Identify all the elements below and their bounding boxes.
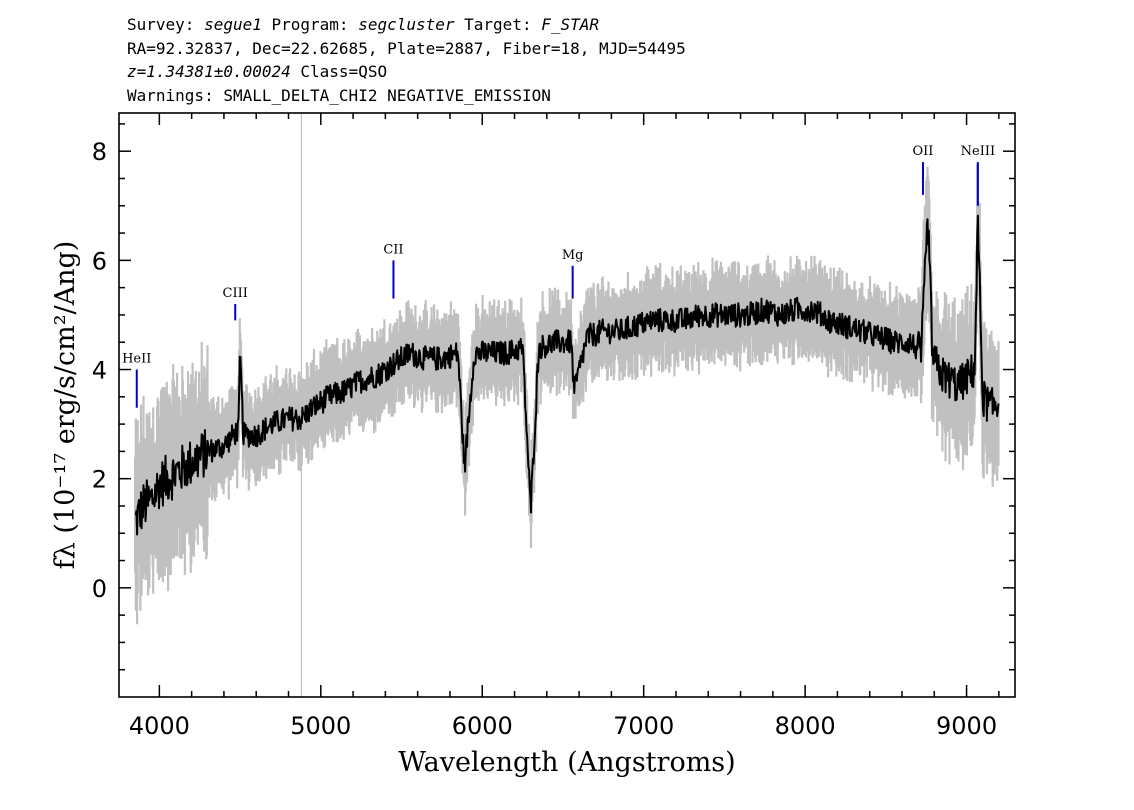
x-tick-label: 4000 (129, 712, 190, 740)
x-tick-label: 6000 (452, 712, 513, 740)
error-band-series-0 (134, 163, 1000, 625)
flux-series (134, 214, 1000, 536)
plot-frame (118, 112, 1016, 698)
y-axis-ticks: 0 2 4 6 8 (92, 123, 1015, 671)
class-value: Class=QSO (290, 62, 388, 81)
flux-line-series-0 (134, 214, 1000, 536)
target-value: F_STAR (541, 15, 600, 34)
line-label-heii: HeII (122, 352, 151, 367)
header-line-survey: Survey: segue1 Program: segcluster Targe… (127, 13, 686, 37)
redshift-value: z=1.34381±0.00024 (127, 62, 291, 81)
x-tick-label: 7000 (613, 712, 674, 740)
error-band (134, 113, 1000, 697)
y-tick-label: 8 (92, 138, 107, 166)
line-annotations: HeII CIII CII Mg OII NeIII (122, 144, 995, 408)
program-value: segcluster (358, 15, 455, 34)
header-line-coordinates: RA=92.32837, Dec=22.62685, Plate=2887, F… (127, 38, 686, 58)
line-label-oii: OII (913, 144, 934, 159)
survey-label: Survey: (127, 15, 205, 34)
y-tick-label: 0 (92, 575, 107, 603)
header-line-redshift: z=1.34381±0.00024 Class=QSO (127, 60, 686, 84)
y-axis-label: fλ (10⁻¹⁷ erg/s/cm²/Ang) (50, 241, 81, 570)
line-label-neiii: NeIII (961, 144, 995, 159)
line-label-mg: Mg (562, 248, 584, 263)
y-tick-label: 4 (92, 357, 107, 385)
header-line-warnings: Warnings: SMALL_DELTA_CHI2 NEGATIVE_EMIS… (127, 85, 551, 105)
x-axis-label: Wavelength (Angstroms) (398, 747, 735, 778)
x-tick-label: 8000 (775, 712, 836, 740)
line-label-cii: CII (383, 242, 403, 257)
program-label: Program: (261, 15, 359, 34)
spectrum-header: Survey: segue1 Program: segcluster Targe… (127, 13, 686, 107)
x-tick-label: 9000 (936, 712, 997, 740)
y-tick-label: 6 (92, 247, 107, 275)
y-tick-label: 2 (92, 466, 107, 494)
target-label: Target: (454, 15, 542, 34)
x-tick-label: 5000 (290, 712, 351, 740)
x-axis-ticks: 4000 5000 6000 7000 8000 9000 (129, 113, 1000, 740)
survey-value: segue1 (204, 15, 262, 34)
line-label-ciii: CIII (223, 286, 248, 301)
